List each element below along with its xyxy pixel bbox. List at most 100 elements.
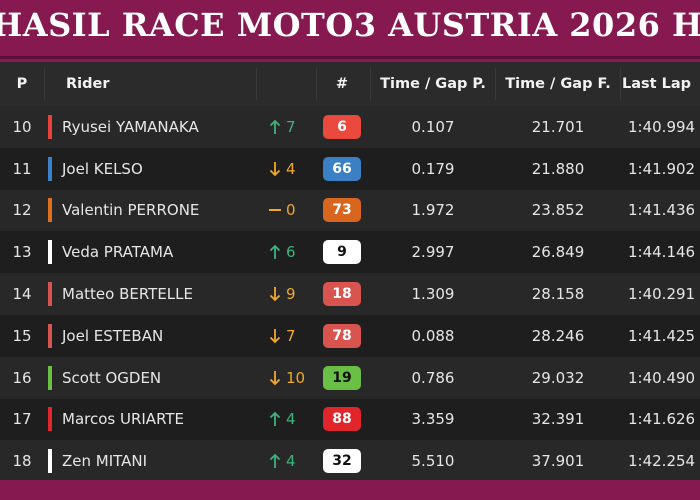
gap-first: 23.852 <box>531 201 585 220</box>
rider-name: Matteo BERTELLE <box>62 285 194 304</box>
gap-previous: 1.972 <box>411 201 455 220</box>
column-header: Rider <box>66 76 110 92</box>
position: 13 <box>12 243 32 262</box>
gap-previous: 0.179 <box>411 159 455 178</box>
result-row: 15 Joel ESTEBAN 7 78 0.088 28.246 1:41.425 <box>0 315 700 357</box>
position: 11 <box>12 159 32 178</box>
rider-name: Joel ESTEBAN <box>62 326 164 345</box>
column-separator <box>316 68 317 100</box>
gap-previous: 5.510 <box>411 452 455 471</box>
gap-first: 28.158 <box>531 285 585 304</box>
rider-number: 32 <box>323 449 361 474</box>
trend-icon <box>269 328 281 344</box>
column-separator <box>620 68 621 100</box>
rider-name: Valentin PERRONE <box>62 201 200 220</box>
trend-arrow <box>269 370 281 385</box>
trend-arrow <box>269 161 281 176</box>
position: 16 <box>12 368 32 387</box>
gap-previous: 0.088 <box>411 326 455 345</box>
rider-number: 18 <box>323 282 361 307</box>
column-separator <box>256 68 257 100</box>
position: 12 <box>12 201 32 220</box>
rider-number: 9 <box>323 240 361 265</box>
team-color-bar <box>48 282 52 307</box>
rider-number: 6 <box>323 114 361 139</box>
rider-name: Marcos URIARTE <box>62 410 185 429</box>
team-color-bar <box>48 240 52 265</box>
gap-first: 29.032 <box>531 368 585 387</box>
trend-arrow <box>269 454 281 469</box>
last-lap: 1:44.146 <box>628 243 696 262</box>
trend-icon <box>269 370 281 385</box>
team-color-bar <box>48 449 52 474</box>
team-color-bar <box>48 114 52 139</box>
last-lap: 1:41.902 <box>628 159 696 178</box>
position-change: 4 <box>286 452 296 471</box>
trend-arrow <box>269 328 281 344</box>
last-lap: 1:40.291 <box>628 285 696 304</box>
results-table: P Rider # Time / Gap P. Time / Gap F. Last La… <box>0 62 700 480</box>
team-color-bar <box>48 323 52 348</box>
result-row: 10 Ryusei YAMANAKA 7 6 0.107 21.701 1:40.994 <box>0 106 700 148</box>
column-header: # <box>335 76 349 92</box>
gap-previous: 3.359 <box>411 410 455 429</box>
rider-name: Scott OGDEN <box>62 368 162 387</box>
position-change: 0 <box>286 201 296 220</box>
last-lap: 1:40.994 <box>628 117 696 136</box>
position-change: 6 <box>286 243 296 262</box>
result-row: 16 Scott OGDEN 10 19 0.786 29.032 1:40.490 <box>0 356 700 399</box>
rider-name: Joel KELSO <box>62 159 143 178</box>
position-change: 4 <box>286 159 296 178</box>
team-color-bar <box>48 365 52 390</box>
trend-icon <box>269 287 281 302</box>
title: HASIL RACE MOTO3 AUSTRIA 2026 HARI I <box>0 6 700 44</box>
result-row: 11 Joel KELSO 4 66 0.179 21.880 1:41.902 <box>0 147 700 190</box>
result-row: 18 Zen MITANI 4 32 5.510 37.901 1:42.254 <box>0 440 700 480</box>
last-lap: 1:41.436 <box>628 201 696 220</box>
rider-name: Veda PRATAMA <box>62 243 174 262</box>
trend-icon <box>269 412 281 427</box>
last-lap: 1:42.254 <box>628 452 696 471</box>
rider-name: Ryusei YAMANAKA <box>62 117 199 136</box>
column-header: P <box>16 76 28 92</box>
last-lap: 1:41.425 <box>628 326 696 345</box>
rider-number: 19 <box>323 365 361 390</box>
rider-name: Zen MITANI <box>62 452 148 471</box>
result-row: 12 Valentin PERRONE 0 73 1.972 23.852 1:41.436 <box>0 189 700 232</box>
last-lap: 1:41.626 <box>628 410 696 429</box>
trend-arrow <box>269 245 281 260</box>
rider-number: 88 <box>323 407 361 432</box>
position: 10 <box>12 117 32 136</box>
trend-icon <box>269 209 281 212</box>
column-separator <box>495 68 496 100</box>
position: 17 <box>12 410 32 429</box>
column-separator <box>370 68 371 100</box>
trend-arrow <box>269 287 281 302</box>
gap-first: 37.901 <box>531 452 585 471</box>
gap-previous: 0.107 <box>411 117 455 136</box>
trend-icon <box>269 161 281 176</box>
position-change: 10 <box>286 368 306 387</box>
gap-previous: 2.997 <box>411 243 455 262</box>
trend-icon <box>269 454 281 469</box>
result-row: 14 Matteo BERTELLE 9 18 1.309 28.158 1:40.291 <box>0 273 700 315</box>
gap-first: 28.246 <box>531 326 585 345</box>
gap-first: 32.391 <box>531 410 585 429</box>
column-header: Time / Gap P. <box>380 76 486 92</box>
gap-previous: 0.786 <box>411 368 455 387</box>
banner: HASIL RACE MOTO3 AUSTRIA 2026 HARI I <box>0 0 700 59</box>
result-row: 17 Marcos URIARTE 4 88 3.359 32.391 1:41.626 <box>0 398 700 441</box>
gap-first: 21.701 <box>531 117 585 136</box>
column-header: Time / Gap F. <box>505 76 611 92</box>
position-change: 7 <box>286 117 296 136</box>
last-lap: 1:40.490 <box>628 368 696 387</box>
position: 18 <box>12 452 32 471</box>
team-color-bar <box>48 407 52 432</box>
trend-icon <box>269 119 281 134</box>
position: 15 <box>12 326 32 345</box>
column-header: Last Lap <box>622 76 692 92</box>
trend-arrow <box>269 119 281 134</box>
gap-first: 21.880 <box>531 159 585 178</box>
column-separator <box>44 68 45 100</box>
